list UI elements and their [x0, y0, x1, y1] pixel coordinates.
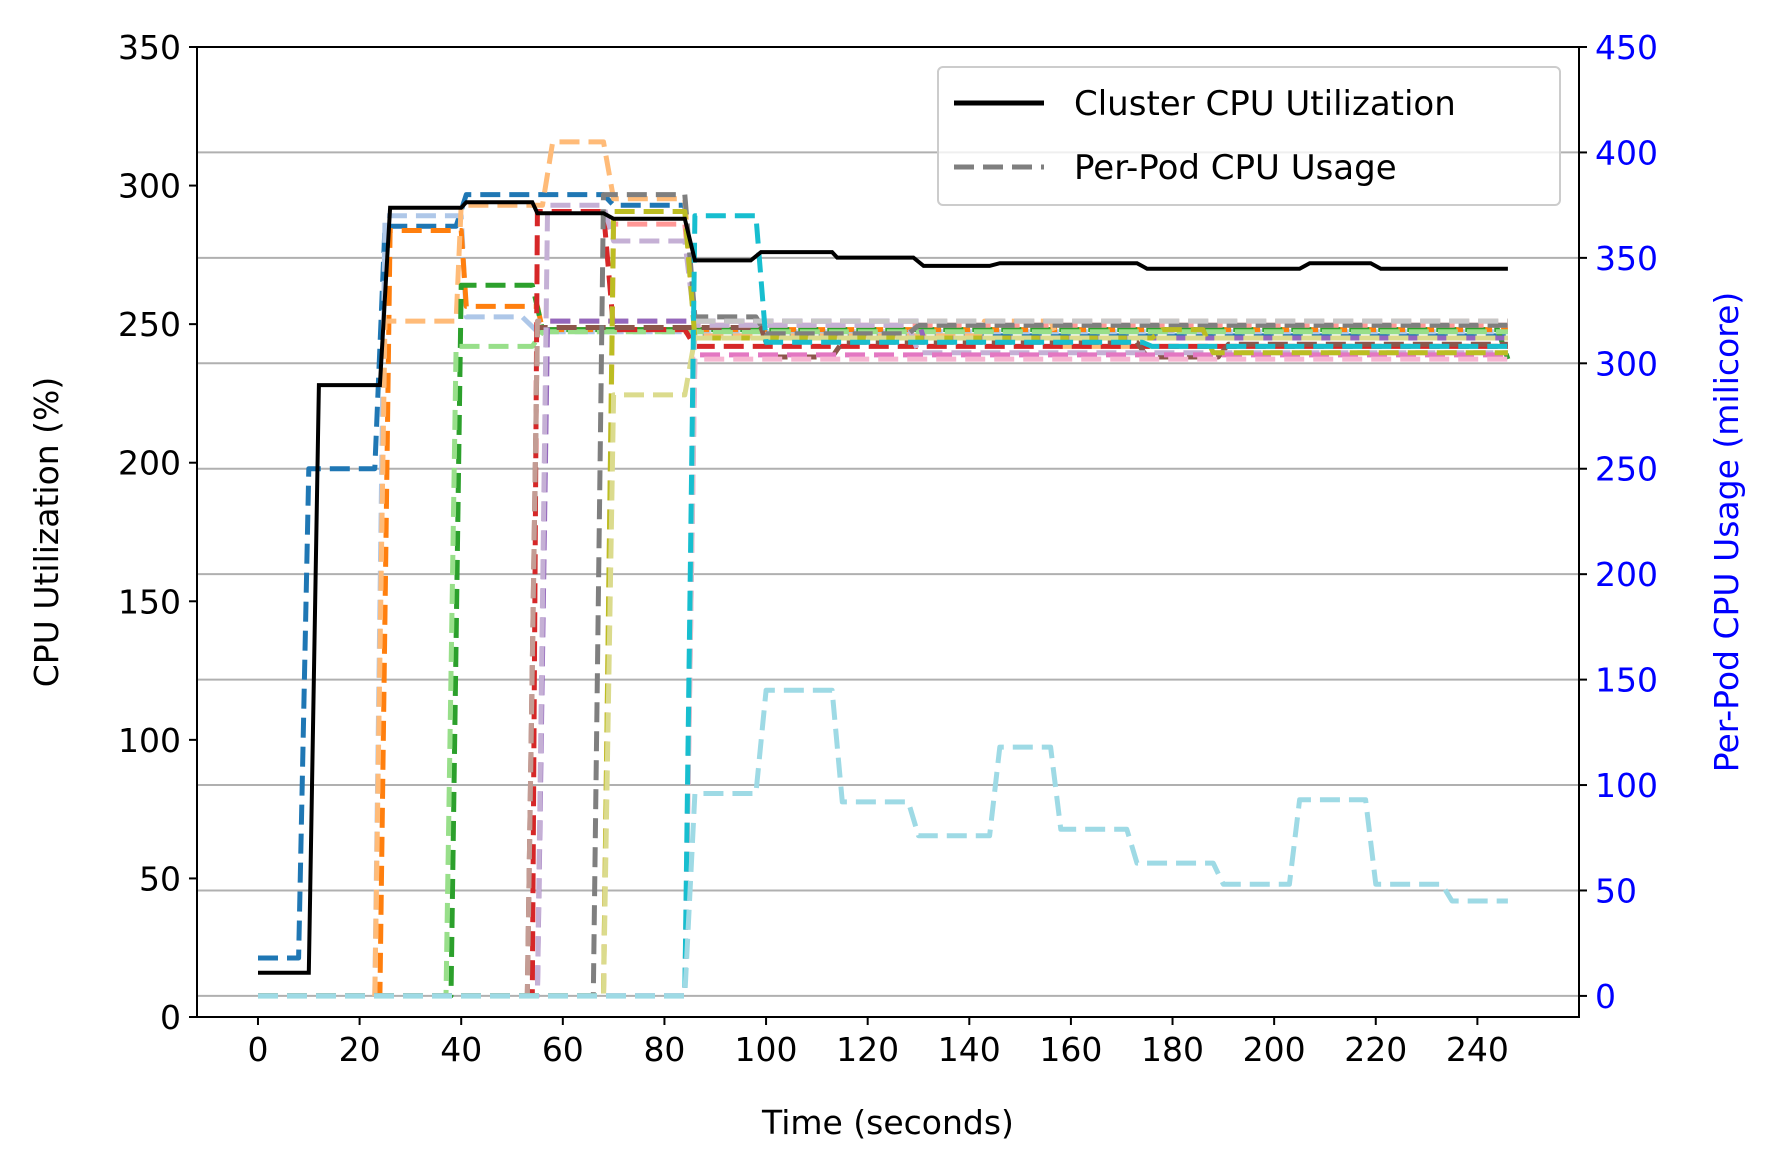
x-tick-label: 40 [440, 1030, 482, 1069]
pod-series-line [258, 329, 1508, 999]
y-left-tick-label: 200 [118, 444, 181, 483]
x-tick-label: 0 [247, 1030, 268, 1069]
y-left-axis-label: CPU Utilization (%) [27, 377, 66, 688]
y-right-axis-label: Per-Pod CPU Usage (milicore) [1707, 292, 1746, 773]
x-tick-label: 100 [735, 1030, 798, 1069]
y-left-tick-label: 150 [118, 582, 181, 621]
legend: Cluster CPU Utilization Per-Pod CPU Usag… [937, 66, 1561, 206]
y-left-tick-label: 250 [118, 305, 181, 344]
x-tick-label: 120 [836, 1030, 899, 1069]
x-tick-label: 20 [339, 1030, 381, 1069]
y-left-tick-label: 350 [118, 28, 181, 67]
y-left-tick-label: 100 [118, 721, 181, 760]
pod-series-line [258, 325, 1508, 999]
axis-ticks: 0 20 40 60 80 100 120 140 160 180 200 220 240 0 50 100 1… [118, 28, 1658, 1069]
pod-series-line [258, 352, 1508, 999]
pod-series-line [258, 192, 1508, 961]
pod-series-line [258, 335, 1508, 999]
x-tick-label: 80 [643, 1030, 685, 1069]
y-right-tick-label: 100 [1595, 766, 1658, 805]
x-tick-label: 240 [1446, 1030, 1509, 1069]
legend-cluster-label: Cluster CPU Utilization [1074, 84, 1456, 124]
y-right-tick-label: 50 [1595, 871, 1637, 910]
pod-series-line [258, 318, 1508, 999]
x-tick-label: 180 [1141, 1030, 1204, 1069]
y-left-tick-label: 0 [160, 998, 181, 1037]
pod-series-line [258, 192, 1508, 999]
y-right-tick-label: 350 [1595, 239, 1658, 278]
pod-series-line [258, 687, 1508, 999]
pod-series-line [258, 213, 1508, 999]
pod-series-group [258, 139, 1511, 999]
cluster-series-group [258, 200, 1508, 975]
pod-series-line [258, 318, 1508, 999]
y-right-tick-label: 200 [1595, 555, 1658, 594]
x-tick-label: 220 [1344, 1030, 1407, 1069]
x-axis-label: Time (seconds) [761, 1103, 1014, 1142]
pod-series-line [258, 318, 1508, 999]
pod-series-line [258, 228, 1508, 999]
y-right-tick-label: 250 [1595, 450, 1658, 489]
y-right-tick-label: 150 [1595, 661, 1658, 700]
x-tick-label: 140 [938, 1030, 1001, 1069]
x-tick-label: 160 [1039, 1030, 1102, 1069]
plot-frame [196, 46, 1580, 1018]
y-right-tick-label: 0 [1595, 977, 1616, 1016]
cluster-series-line [258, 200, 1508, 975]
y-left-tick-label: 50 [139, 859, 181, 898]
y-right-tick-label: 400 [1595, 133, 1658, 172]
x-tick-label: 200 [1243, 1030, 1306, 1069]
y-left-tick-label: 300 [118, 167, 181, 206]
x-tick-label: 60 [542, 1030, 584, 1069]
legend-box [937, 66, 1561, 206]
pod-series-line [258, 139, 1508, 999]
y-right-tick-label: 450 [1595, 28, 1658, 67]
legend-pod-label: Per-Pod CPU Usage [1074, 148, 1397, 188]
pod-series-line [258, 356, 1508, 999]
y-right-tick-label: 300 [1595, 344, 1658, 383]
